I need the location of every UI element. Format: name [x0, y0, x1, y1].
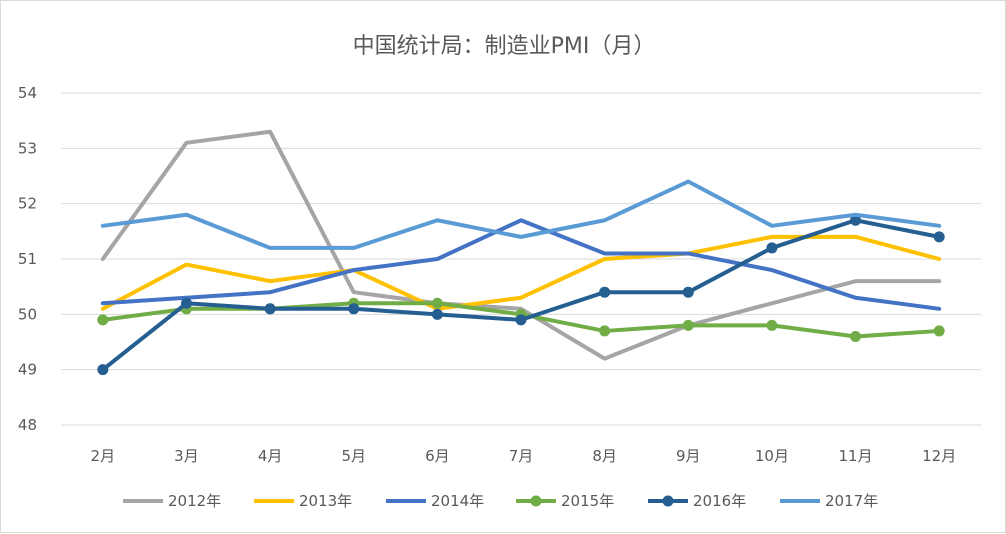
legend-marker: [530, 495, 542, 507]
data-point: [933, 231, 945, 243]
x-tick-label: 3月: [174, 447, 199, 465]
series-line: [100, 218, 942, 311]
x-tick-label: 10月: [755, 447, 789, 465]
y-tick-label: 54: [18, 84, 37, 102]
x-tick-label: 11月: [838, 447, 872, 465]
series-2014年: [100, 218, 942, 311]
legend-item: 2016年: [648, 492, 746, 510]
series-lines: [97, 129, 945, 376]
series-line: [100, 179, 942, 250]
series-line: [100, 234, 942, 311]
legend-label: 2012年: [168, 492, 221, 510]
data-point: [850, 330, 862, 342]
data-point: [97, 364, 109, 376]
legend-item: 2012年: [123, 492, 221, 510]
series-2012年: [100, 129, 942, 361]
y-axis-ticks: 48 49 50 51 52 53 54: [18, 84, 37, 434]
legend-item: 2014年: [386, 492, 484, 510]
legend-label: 2014年: [431, 492, 484, 510]
x-tick-label: 12月: [922, 447, 956, 465]
data-point: [933, 325, 945, 337]
data-point: [599, 286, 611, 298]
data-point: [180, 297, 192, 309]
y-tick-label: 51: [18, 250, 37, 268]
x-tick-label: 8月: [592, 447, 617, 465]
y-tick-label: 52: [18, 195, 37, 213]
data-point: [766, 319, 778, 331]
data-point: [515, 314, 527, 326]
data-point: [850, 214, 862, 226]
x-tick-label: 4月: [258, 447, 283, 465]
legend: 2012年 2013年 2014年 2015年 2016年 2017年: [123, 492, 878, 510]
x-tick-label: 2月: [91, 447, 116, 465]
chart-title: 中国统计局：制造业PMI（月）: [353, 34, 656, 59]
data-point: [766, 242, 778, 254]
series-2017年: [100, 179, 942, 250]
data-point: [682, 319, 694, 331]
legend-item: 2013年: [254, 492, 352, 510]
legend-item: 2015年: [516, 492, 614, 510]
x-axis-ticks: 2月 3月 4月 5月 6月 7月 8月 9月 10月 11月 12月: [91, 447, 957, 465]
x-tick-label: 5月: [341, 447, 366, 465]
legend-label: 2013年: [299, 492, 352, 510]
y-tick-label: 50: [18, 305, 37, 323]
series-2016年: [97, 214, 945, 376]
data-point: [264, 303, 276, 315]
data-point: [682, 286, 694, 298]
data-point: [431, 297, 443, 309]
legend-label: 2016年: [693, 492, 746, 510]
legend-marker: [662, 495, 674, 507]
x-tick-label: 6月: [425, 447, 450, 465]
y-tick-label: 48: [18, 416, 37, 434]
x-tick-label: 9月: [676, 447, 701, 465]
y-tick-label: 49: [18, 361, 37, 379]
series-line: [100, 129, 942, 361]
series-2013年: [100, 234, 942, 311]
data-point: [599, 325, 611, 337]
legend-item: 2017年: [780, 492, 878, 510]
y-tick-label: 53: [18, 139, 37, 157]
data-point: [97, 314, 109, 326]
x-tick-label: 7月: [509, 447, 534, 465]
legend-label: 2015年: [561, 492, 614, 510]
data-point: [348, 303, 360, 315]
legend-label: 2017年: [825, 492, 878, 510]
data-point: [431, 308, 443, 320]
